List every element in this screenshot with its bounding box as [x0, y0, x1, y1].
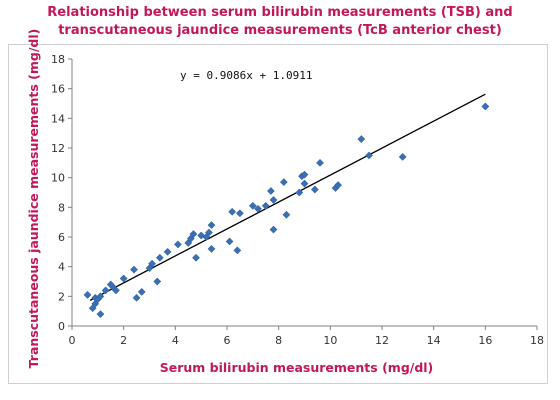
- data-point: [96, 310, 105, 319]
- data-point: [310, 185, 319, 194]
- y-tick-label: 6: [58, 231, 65, 244]
- y-axis-label: Transcutaneous jaundice measurements (mg…: [26, 29, 41, 369]
- data-point: [130, 265, 138, 274]
- data-point: [279, 178, 288, 187]
- data-point: [316, 158, 324, 167]
- x-tick-label: 6: [224, 334, 231, 347]
- data-point: [248, 201, 257, 210]
- x-tick-label: 0: [69, 334, 76, 347]
- trendline-equation: y = 0.9086x + 1.0911: [180, 69, 312, 82]
- y-tick-label: 12: [51, 142, 65, 155]
- data-point: [204, 228, 213, 237]
- data-point: [96, 292, 105, 301]
- data-point: [155, 253, 164, 262]
- y-tick-label: 10: [51, 172, 65, 185]
- x-tick-label: 16: [478, 334, 492, 347]
- y-tick-label: 8: [58, 201, 65, 214]
- data-point: [266, 187, 275, 195]
- data-point: [365, 151, 374, 160]
- data-point: [233, 246, 242, 255]
- data-point: [228, 207, 237, 216]
- data-point: [192, 253, 200, 262]
- data-point: [235, 209, 244, 218]
- chart-title-line-2: transcutaneous jaundice measurements (Tc…: [58, 23, 502, 38]
- data-point: [189, 230, 198, 238]
- data-point: [481, 102, 490, 111]
- data-point: [101, 286, 110, 295]
- data-point: [207, 244, 216, 253]
- data-point: [282, 210, 291, 219]
- data-point: [137, 287, 146, 296]
- x-tick-label: 14: [427, 334, 441, 347]
- data-point: [173, 240, 182, 249]
- y-tick-label: 2: [58, 290, 65, 303]
- x-tick-label: 4: [172, 334, 179, 347]
- data-point: [83, 290, 92, 299]
- chart-title-line-1: Relationship between serum bilirubin mea…: [47, 5, 513, 20]
- chart-frame: [8, 44, 548, 384]
- chart-title: Relationship between serum bilirubin mea…: [0, 4, 560, 40]
- trendline: [89, 93, 486, 301]
- data-point: [148, 259, 157, 268]
- y-tick-label: 18: [51, 53, 65, 66]
- y-tick-label: 16: [51, 83, 65, 96]
- data-point: [334, 181, 343, 190]
- x-axis-label: Serum bilirubin measurements (mg/dl): [160, 360, 434, 375]
- x-tick-label: 8: [275, 334, 282, 347]
- data-point: [207, 221, 216, 230]
- data-point: [269, 195, 278, 204]
- data-point: [300, 179, 309, 188]
- x-tick-label: 2: [120, 334, 127, 347]
- data-point: [357, 135, 366, 144]
- data-point: [119, 274, 128, 283]
- data-point: [153, 277, 162, 286]
- x-tick-label: 18: [530, 334, 544, 347]
- data-point: [269, 225, 278, 234]
- x-tick-label: 12: [375, 334, 389, 347]
- data-point: [163, 247, 172, 256]
- data-point: [300, 170, 309, 179]
- data-point: [295, 188, 304, 197]
- data-point: [225, 237, 234, 246]
- data-point: [132, 293, 141, 302]
- y-tick-label: 14: [51, 112, 65, 125]
- data-point: [261, 201, 270, 210]
- x-tick-label: 10: [323, 334, 337, 347]
- y-tick-label: 0: [58, 320, 65, 333]
- data-point: [254, 204, 262, 213]
- data-point: [398, 152, 407, 161]
- y-tick-label: 4: [58, 261, 65, 274]
- data-point: [111, 286, 120, 295]
